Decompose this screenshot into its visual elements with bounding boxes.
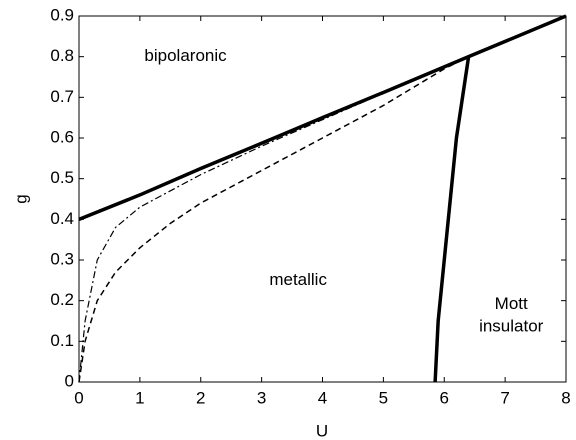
- x-tick-label: 3: [257, 388, 266, 407]
- y-tick-label: 0.9: [50, 5, 74, 24]
- y-tick-label: 0.4: [50, 209, 74, 228]
- annotation: Mott: [495, 294, 528, 313]
- y-tick-label: 0.8: [50, 46, 74, 65]
- line-series: [78, 55, 469, 383]
- x-tick-label: 5: [379, 388, 388, 407]
- x-tick-label: 8: [561, 388, 570, 407]
- x-axis-label: U: [316, 421, 328, 440]
- y-tick-label: 0.2: [50, 290, 74, 309]
- line-series: [433, 56, 471, 383]
- x-tick-label: 1: [135, 388, 144, 407]
- y-tick-label: 0.6: [50, 127, 74, 146]
- x-tick-label: 7: [500, 388, 509, 407]
- annotation: bipolaronic: [144, 46, 227, 65]
- annotation: metallic: [269, 270, 327, 289]
- y-tick-label: 0.5: [50, 168, 74, 187]
- x-tick-label: 4: [318, 388, 327, 407]
- x-tick-label: 0: [74, 388, 83, 407]
- y-tick-label: 0.1: [50, 331, 74, 350]
- line-series: [78, 56, 469, 383]
- y-tick-label: 0.3: [50, 249, 74, 268]
- y-tick-label: 0.7: [50, 87, 74, 106]
- x-tick-label: 6: [440, 388, 449, 407]
- x-tick-label: 2: [196, 388, 205, 407]
- annotation: insulator: [479, 317, 544, 336]
- y-axis-label: g: [11, 194, 30, 203]
- y-tick-label: 0: [65, 371, 74, 390]
